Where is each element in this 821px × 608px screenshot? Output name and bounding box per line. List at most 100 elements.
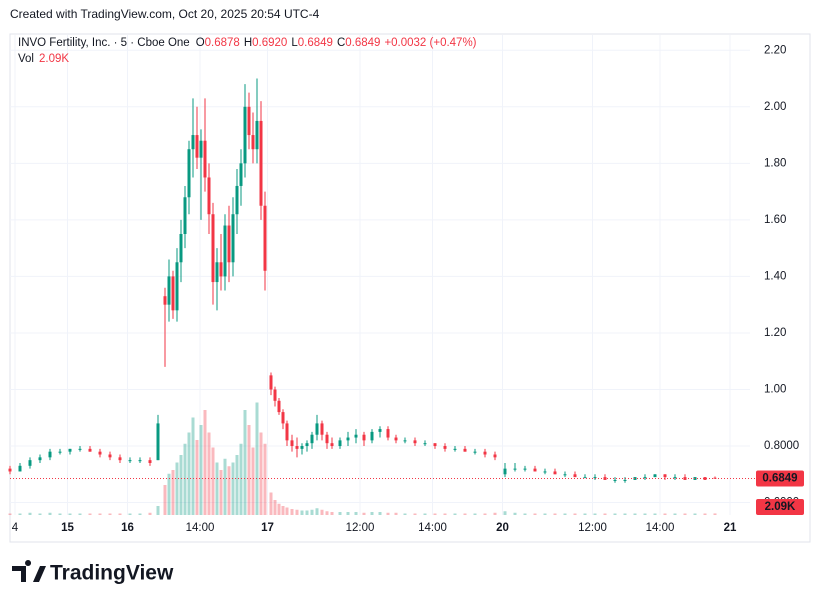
h-label: H — [244, 37, 252, 49]
candle-body — [38, 457, 42, 461]
volume-bar — [175, 462, 179, 515]
change: +0.0032 (+0.47%) — [384, 37, 476, 49]
chart-frame — [9, 33, 811, 543]
volume-bar — [156, 506, 160, 515]
candle-body — [403, 440, 407, 442]
h-value: 0.6920 — [252, 37, 287, 49]
volume-bar — [128, 513, 132, 515]
candle-body — [227, 225, 231, 263]
vol-value: 2.09K — [39, 53, 69, 65]
candle-body — [423, 443, 427, 445]
volume-bar — [573, 513, 577, 515]
volume-bar — [243, 410, 247, 515]
volume-bar — [295, 509, 299, 515]
candle-body — [433, 443, 437, 447]
candle-body — [138, 460, 142, 462]
candle-body — [453, 448, 457, 450]
candle-body — [354, 434, 358, 438]
candle-body — [128, 460, 132, 462]
volume-bar — [473, 513, 477, 515]
volume-bar — [285, 507, 289, 515]
volume-bar — [211, 447, 215, 515]
volume-bar — [673, 513, 677, 515]
volume-bar — [235, 455, 239, 515]
volume-bar — [215, 462, 219, 515]
volume-bar — [263, 443, 267, 515]
volume-bar — [195, 440, 199, 515]
candle-body — [259, 120, 263, 206]
volume-bar — [433, 513, 437, 515]
x-tick-label: 17 — [261, 522, 274, 534]
x-tick-label: 14:00 — [646, 522, 675, 534]
volume-bar — [251, 447, 255, 515]
l-label: L — [291, 37, 298, 49]
volume-bar — [28, 512, 32, 515]
candle-body — [235, 185, 239, 215]
x-tick-label: 20 — [496, 522, 509, 534]
volume-bar — [187, 432, 191, 515]
brand-logo: TradingView — [12, 560, 174, 585]
volume-bar — [325, 511, 329, 515]
candle-body — [219, 262, 223, 277]
candle-body — [207, 177, 211, 215]
volume-bar — [239, 443, 243, 515]
volume-bar — [693, 513, 697, 515]
candle-body — [703, 477, 707, 480]
candle-body — [305, 443, 309, 447]
candle-body — [413, 440, 417, 444]
candle-body — [255, 120, 259, 150]
candle-body — [281, 412, 285, 424]
candle-body — [463, 448, 467, 452]
volume-bar — [362, 512, 366, 515]
y-tick-label: 1.80 — [764, 157, 786, 169]
volume-bar — [273, 500, 277, 515]
symbol: INVO Fertility, Inc. · 5 · Cboe One — [18, 37, 190, 49]
last-volume-label: 2.09K — [765, 501, 796, 513]
volume-bar — [78, 513, 82, 515]
candle-body — [285, 423, 289, 441]
c-label: C — [337, 37, 345, 49]
candle-body — [613, 479, 617, 481]
volume-bar — [583, 513, 587, 515]
volume-bar — [290, 509, 294, 515]
volume-bar — [58, 513, 62, 515]
candle-body — [175, 262, 179, 311]
volume-bar — [108, 513, 112, 515]
candle-body — [187, 149, 191, 198]
candle-body — [553, 471, 557, 475]
candle-body — [108, 454, 112, 458]
volume-bar — [593, 513, 597, 515]
volume-bar — [330, 512, 334, 515]
volume-bar — [423, 513, 427, 515]
last-volume-tag — [756, 499, 804, 515]
volume-bar — [167, 473, 171, 515]
volume-bar — [346, 512, 350, 515]
volume-bar — [231, 462, 235, 515]
y-tick-label: 2.00 — [764, 101, 786, 113]
volume-bar — [613, 513, 617, 515]
candle-body — [653, 474, 657, 478]
grid — [10, 35, 750, 515]
volume-bar — [227, 466, 231, 515]
candle-body — [483, 451, 487, 455]
candle-body — [583, 477, 587, 479]
volume-bar — [354, 512, 358, 515]
brand-name: TradingView — [50, 562, 174, 585]
created-note: Created with TradingView.com, Oct 20, 20… — [10, 7, 320, 21]
volume-bar — [513, 512, 517, 515]
volume-bar — [269, 492, 273, 515]
candle-body — [378, 429, 382, 432]
candle-body — [203, 140, 207, 178]
volume-bar — [310, 509, 314, 515]
volume-bar — [370, 512, 374, 515]
candle-body — [325, 434, 329, 444]
volume-bar — [255, 402, 259, 515]
candle-body — [183, 197, 187, 235]
volume-bar — [483, 513, 487, 515]
volume-bar — [300, 510, 304, 515]
volume-bar — [219, 470, 223, 515]
y-tick-label: 1.20 — [764, 327, 786, 339]
volume-bar — [48, 512, 52, 515]
volume-bar — [118, 513, 122, 515]
